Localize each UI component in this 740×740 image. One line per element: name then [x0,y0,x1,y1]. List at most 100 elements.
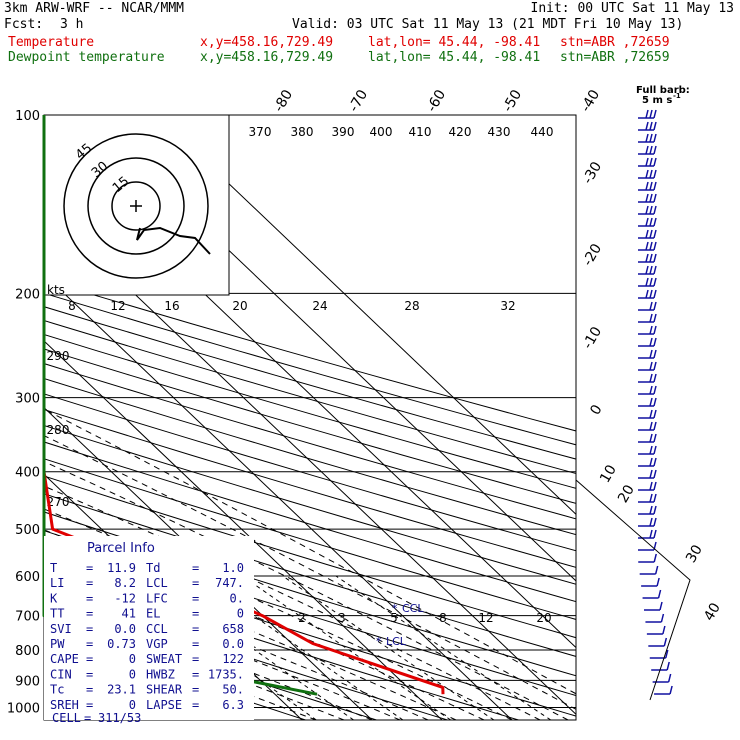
temperature-xy: x,y=458.16,729.49 [200,35,334,50]
parcel-key: K [50,591,58,605]
wind-barb [638,205,657,215]
moist-adiabat [44,548,457,720]
parcel-key: EL [146,607,160,621]
fcst-label: Fcst: [4,17,44,32]
parcel-key: TT [50,607,64,621]
right-temp-label: -20 [580,241,605,269]
wind-barb [638,397,657,407]
svg-text:=: = [192,698,199,712]
parcel-value: 0.73 [107,637,136,651]
wind-barb [638,433,657,443]
dewpoint-xy: x,y=458.16,729.49 [200,50,334,65]
hodograph: 15 30 45 kts [43,114,230,297]
svg-text:=: = [192,622,199,636]
parcel-key: SHEAR [146,683,183,697]
pressure-label-400: 400 [15,466,40,481]
wind-barb [638,157,657,167]
dewpoint-latlon: lat,lon= 45.44, -98.41 [368,50,541,65]
wind-barb [638,217,657,227]
wind-barb [638,457,657,467]
parcel-key: HWBZ [146,667,175,681]
svg-text:=: = [84,711,91,725]
right-temp-label: -30 [580,159,605,187]
wind-barb [638,469,657,479]
wind-barb [638,517,657,527]
mixing-ratio-line [242,575,451,720]
isotherm [44,340,443,720]
dry-adiabat [44,408,576,568]
parcel-value: 11.9 [107,561,136,575]
right-temp-label: 10 [597,462,620,485]
parcel-value: 122 [222,652,244,666]
pressure-label-600: 600 [15,570,40,585]
hodo-ring-30 [87,157,185,255]
parcel-info-box: Parcel Info T = 11.9 Td = 1.0 LI = 8.2 LCL = 747. K =… [44,536,254,725]
dry-adiabat [44,333,576,489]
model-title: 3km ARW-WRF -- NCAR/MMM [4,1,185,16]
ccl-marker: CCL [402,602,424,615]
dry-adiabat [44,319,576,475]
dewpoint-stn: stn=ABR ,72659 [560,50,670,65]
wind-barb [638,337,657,347]
right-temp-label: -10 [580,324,605,352]
hodo-axis-label: 8 [68,299,76,313]
wind-barb [638,385,657,395]
temperature-legend: Temperature [8,35,95,50]
wind-barb [638,553,657,563]
mixing-ratio-label: 8 [439,611,447,625]
wind-barb [638,361,657,371]
barb-legend-line2: 5 m s [642,95,672,106]
parcel-value: 0 [129,667,136,681]
parcel-key: CIN [50,667,72,681]
wind-barb [638,181,657,191]
wind-barb [646,625,666,635]
temperature-stn: stn=ABR ,72659 [560,35,670,50]
hodo-trace [136,226,211,255]
svg-text:=: = [86,683,93,697]
parcel-value: 0.0 [114,622,136,636]
svg-text:=: = [86,652,93,666]
dewpoint-legend: Dewpoint temperature [8,50,165,65]
moist-adiabat [44,461,569,720]
theta-label: 400 [370,125,393,139]
parcel-value: 41 [122,607,136,621]
mixing-ratio-line [335,575,552,720]
dry-adiabat [44,569,519,720]
fcst-value: 3 h [60,17,84,32]
top-temp-label: -80 [271,87,296,115]
wind-barb [639,565,659,575]
pressure-label-300: 300 [15,392,40,407]
pressure-label-1000: 1000 [7,701,40,716]
svg-text:=: = [86,637,93,651]
svg-text:=: = [192,637,199,651]
parcel-value: 6.3 [222,698,244,712]
wind-barb [638,313,657,323]
wind-barb [642,589,662,599]
svg-text:=: = [192,591,199,605]
right-temp-label: 30 [683,542,706,565]
svg-text:=: = [192,576,199,590]
hodo-kts-label: kts [47,283,65,297]
mixing-ratio-label: 12 [478,611,493,625]
parcel-key: T [50,561,57,575]
theta-label: 440 [531,125,554,139]
hodo-ring-15 [111,181,161,231]
svg-text:=: = [86,561,93,575]
wind-barb [638,133,657,143]
wind-barb [638,277,657,287]
wind-barb [648,637,668,647]
theta-label: 380 [291,125,314,139]
hodo-axis-label: 32 [500,299,515,313]
pressure-label-500: 500 [15,523,40,538]
wind-barb [638,373,657,383]
cell-label: CELL [52,711,81,725]
parcel-key: SVI [50,622,72,636]
hodo-axis-label: 24 [312,299,327,313]
parcel-value: 658 [222,622,244,636]
wind-barb [638,193,657,203]
wind-barb [638,409,657,419]
temperature-latlon: lat,lon= 45.44, -98.41 [368,35,541,50]
isotherm [0,115,22,720]
svg-text:=: = [192,683,199,697]
